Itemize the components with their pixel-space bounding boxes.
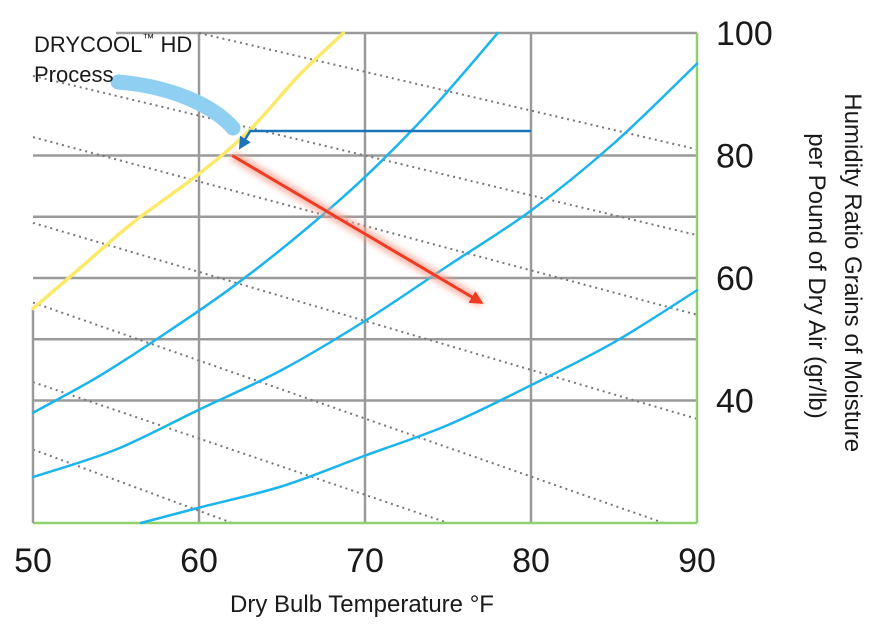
x-tick-label-50: 50 [14, 542, 52, 580]
gridlines [33, 31, 697, 523]
enthalpy-lines [32, 32, 698, 524]
enthalpy-line-3 [32, 136, 698, 316]
drycool-label-brand: DRYCOOL [34, 32, 142, 57]
rh-curve-1 [31, 31, 500, 414]
incoming-process-arrow [238, 129, 531, 150]
drycool-label-tm: ™ [142, 31, 154, 45]
x-tick-label-70: 70 [346, 542, 384, 580]
enthalpy-line-4 [32, 221, 698, 420]
drycool-label: DRYCOOL™ HD [34, 31, 192, 57]
x-tick-label-80: 80 [512, 542, 550, 580]
x-tick-label-90: 90 [678, 542, 716, 580]
process-pointer-ribbon [110, 74, 241, 136]
saturation-curve [31, 31, 346, 311]
x-tick-label-60: 60 [180, 542, 218, 580]
enthalpy-line-7 [32, 448, 233, 524]
enthalpy-line-6 [32, 381, 449, 524]
x-axis-title: Dry Bulb Temperature °F [230, 591, 494, 618]
y-tick-label-60: 60 [716, 260, 754, 298]
relative-humidity-curves [31, 31, 699, 525]
drycool-label-process: Process [34, 62, 113, 87]
rh-curve-3 [139, 289, 699, 525]
y-tick-label-80: 80 [716, 138, 754, 176]
y-tick-label-100: 100 [716, 15, 773, 53]
y-axis-title-line-1: Humidity Ratio Grains of Moisture [839, 93, 866, 452]
y-axis-title: Humidity Ratio Grains of Moisture per Po… [803, 93, 866, 458]
y-axis-title-line-2: per Pound of Dry Air (gr/lb) [803, 133, 830, 418]
enthalpy-line-5 [32, 301, 665, 524]
enthalpy-line-1 [198, 32, 698, 151]
tick-labels: 50 60 70 80 90 40 60 80 100 [14, 15, 773, 580]
y-tick-label-40: 40 [716, 383, 754, 421]
drycool-label-hd: HD [154, 32, 192, 57]
process-arrows [110, 74, 531, 307]
outgoing-process-arrow [231, 154, 484, 304]
rh-curve-2 [31, 62, 699, 479]
